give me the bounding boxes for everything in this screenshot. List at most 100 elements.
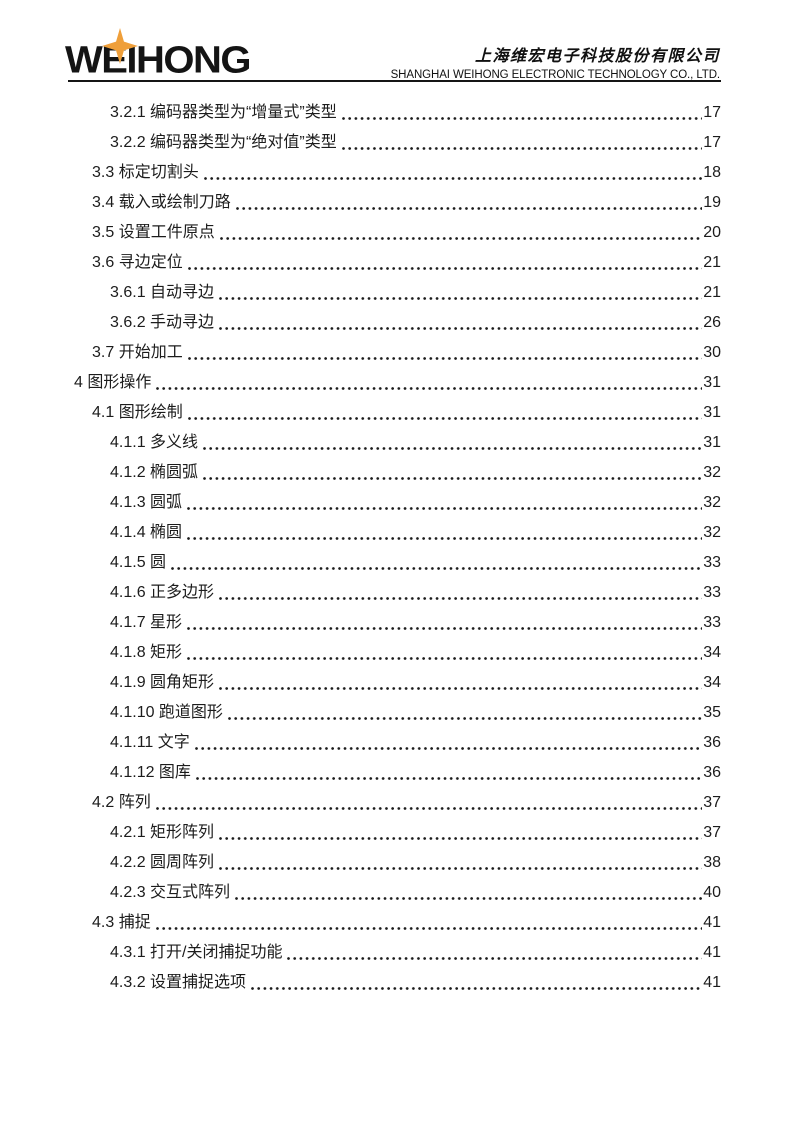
toc-entry[interactable]: 4.1.1 多义线 31 [68,428,721,458]
toc-entry-label: 3.4 载入或绘制刀路 [92,194,231,211]
toc-entry-label: 3.6.1 自动寻边 [110,284,215,301]
toc-entry[interactable]: 4.2 阵列 37 [68,788,721,818]
toc-entry-label: 3.3 标定切割头 [92,164,199,181]
toc-entry[interactable]: 4.1.2 椭圆弧 32 [68,458,721,488]
dotted-leader [187,267,703,270]
toc-entry[interactable]: 4.1.11 文字 36 [68,728,721,758]
toc-entry[interactable]: 4.1.10 跑道图形 35 [68,698,721,728]
dotted-leader [219,597,703,600]
toc-entry[interactable]: 3.2.1 编码器类型为“增量式”类型 17 [68,98,721,128]
dotted-leader [187,657,703,660]
toc-entry-label: 4.1.3 圆弧 [110,494,183,511]
toc-entry[interactable]: 4.1.6 正多边形 33 [68,578,721,608]
toc-entry[interactable]: 3.7 开始加工 30 [68,338,721,368]
toc-entry-page: 31 [703,404,721,421]
dotted-leader [203,477,703,480]
toc-entry-page: 31 [703,374,721,391]
toc-entry[interactable]: 4.2.1 矩形阵列 37 [68,818,721,848]
toc-entry-label: 3.6 寻边定位 [92,254,183,271]
dotted-leader [203,177,703,180]
toc-entry-page: 35 [703,704,721,721]
toc-entry-page: 34 [703,644,721,661]
toc-entry-label: 4.1.12 图库 [110,764,191,781]
toc-entry-page: 38 [703,854,721,871]
dotted-leader [187,537,703,540]
dotted-leader [187,417,703,420]
toc-entry-label: 4.2 阵列 [92,794,151,811]
dotted-leader [156,387,703,390]
toc-entry-page: 17 [703,104,721,121]
toc-entry-label: 4.1.7 星形 [110,614,183,631]
dotted-leader [203,447,703,450]
toc-entry-label: 4.1 图形绘制 [92,404,183,421]
toc-entry-label: 4 图形操作 [74,374,152,391]
toc-entry-page: 41 [703,974,721,991]
toc-entry-page: 34 [703,674,721,691]
toc-entry-page: 20 [703,224,721,241]
dotted-leader [187,507,703,510]
toc-entry[interactable]: 4.3 捕捉 41 [68,908,721,938]
toc-entry[interactable]: 4.1.8 矩形 34 [68,638,721,668]
dotted-leader [341,117,703,120]
toc-entry[interactable]: 4.3.2 设置捕捉选项 41 [68,968,721,998]
toc-entry-label: 4.1.4 椭圆 [110,524,183,541]
dotted-leader [235,207,703,210]
toc-entry[interactable]: 3.6.2 手动寻边 26 [68,308,721,338]
toc-entry-label: 4.3.2 设置捕捉选项 [110,974,247,991]
toc-entry[interactable]: 3.5 设置工件原点 20 [68,218,721,248]
toc-entry[interactable]: 4.1 图形绘制 31 [68,398,721,428]
toc-entry-label: 4.1.1 多义线 [110,434,199,451]
toc-entry-page: 30 [703,344,721,361]
toc-entry-page: 21 [703,254,721,271]
toc-entry[interactable]: 4.1.4 椭圆 32 [68,518,721,548]
dotted-leader [287,957,703,960]
toc-entry[interactable]: 4.1.7 星形 33 [68,608,721,638]
toc-entry[interactable]: 4.2.3 交互式阵列 40 [68,878,721,908]
toc-entry[interactable]: 4.3.1 打开/关闭捕捉功能 41 [68,938,721,968]
weihong-logo: WEIHONG [65,41,252,79]
toc-entry-page: 37 [703,824,721,841]
dotted-leader [219,327,703,330]
dotted-leader [155,807,703,810]
toc-entry-page: 21 [703,284,721,301]
toc-entry[interactable]: 3.2.2 编码器类型为“绝对值”类型 17 [68,128,721,158]
table-of-contents: 3.2.1 编码器类型为“增量式”类型 17 3.2.2 编码器类型为“绝对值”… [68,98,721,998]
toc-entry[interactable]: 4.2.2 圆周阵列 38 [68,848,721,878]
toc-entry[interactable]: 4.1.9 圆角矩形 34 [68,668,721,698]
dotted-leader [194,747,703,750]
toc-entry[interactable]: 4 图形操作 31 [68,368,721,398]
toc-entry-label: 3.2.1 编码器类型为“增量式”类型 [110,104,337,121]
toc-entry-label: 4.3.1 打开/关闭捕捉功能 [110,944,283,961]
toc-entry-label: 4.3 捕捉 [92,914,151,931]
toc-entry-page: 37 [703,794,721,811]
toc-entry-label: 4.1.5 圆 [110,554,167,571]
toc-entry-page: 41 [703,944,721,961]
dotted-leader [341,147,703,150]
dotted-leader [219,297,703,300]
toc-entry-page: 26 [703,314,721,331]
toc-entry-label: 3.6.2 手动寻边 [110,314,215,331]
toc-entry-page: 33 [703,554,721,571]
toc-entry[interactable]: 3.6 寻边定位 21 [68,248,721,278]
dotted-leader [219,237,703,240]
toc-entry-label: 4.1.10 跑道图形 [110,704,223,721]
toc-entry-label: 4.2.3 交互式阵列 [110,884,231,901]
toc-entry-page: 31 [703,434,721,451]
toc-entry-page: 41 [703,914,721,931]
toc-entry-page: 40 [703,884,721,901]
company-name-chinese: 上海维宏电子科技股份有限公司 [474,46,720,65]
toc-entry-page: 18 [703,164,721,181]
toc-entry-label: 4.2.2 圆周阵列 [110,854,215,871]
toc-entry[interactable]: 3.4 载入或绘制刀路 19 [68,188,721,218]
dotted-leader [171,567,703,570]
toc-entry[interactable]: 4.1.5 圆 33 [68,548,721,578]
toc-entry[interactable]: 3.3 标定切割头 18 [68,158,721,188]
toc-entry-page: 17 [703,134,721,151]
toc-entry[interactable]: 3.6.1 自动寻边 21 [68,278,721,308]
dotted-leader [219,687,703,690]
toc-entry[interactable]: 4.1.12 图库 36 [68,758,721,788]
weihong-logo-text: WEIHONG [65,39,252,82]
dotted-leader [219,867,703,870]
toc-entry[interactable]: 4.1.3 圆弧 32 [68,488,721,518]
